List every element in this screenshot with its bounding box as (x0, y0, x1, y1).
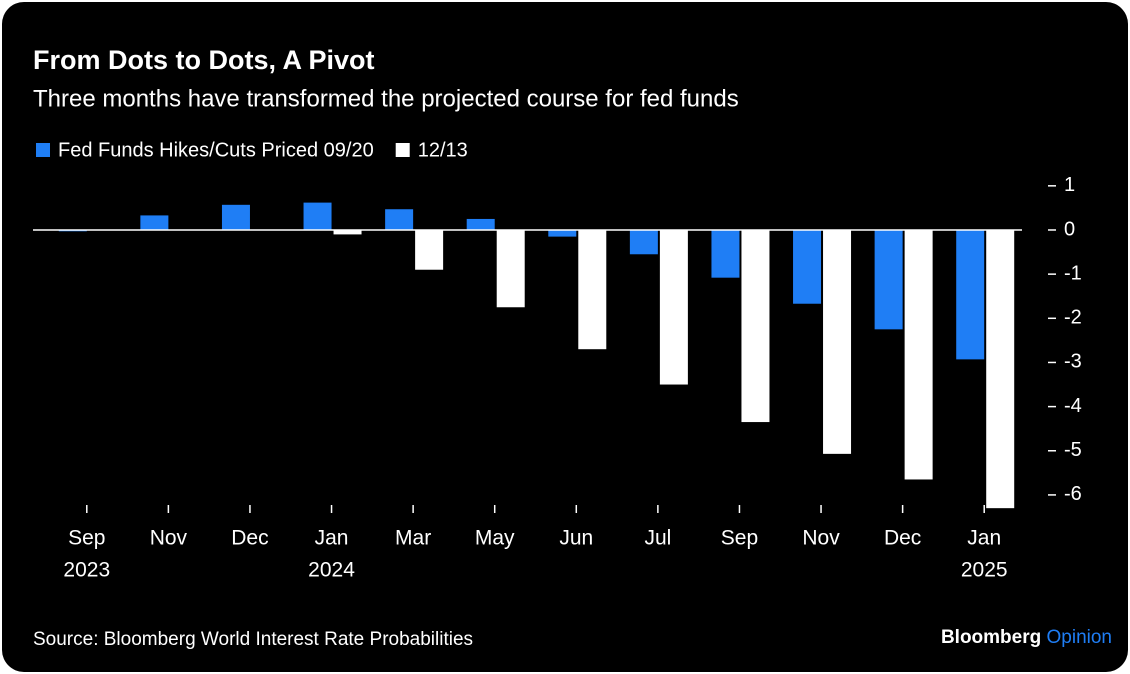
y-tick-label: 0 (1064, 218, 1075, 240)
bar (659, 229, 688, 385)
y-tick-label: -4 (1064, 395, 1082, 417)
y-tick-label: 1 (1064, 174, 1075, 196)
x-tick-label: Jan (967, 527, 1001, 550)
chart-subtitle: Three months have transformed the projec… (33, 85, 739, 112)
y-tick-label: -1 (1064, 262, 1082, 284)
y-tick-label: -6 (1064, 483, 1082, 505)
bar (874, 229, 903, 330)
bar (629, 229, 658, 255)
bar (823, 229, 852, 454)
legend-swatch (395, 143, 410, 157)
bar (140, 215, 169, 230)
x-year-label: 2023 (63, 559, 110, 582)
y-tick-label: -2 (1064, 307, 1082, 329)
bar (548, 229, 577, 237)
bar (741, 229, 770, 423)
legend-label: 12/13 (418, 139, 468, 161)
bar (303, 202, 332, 230)
x-tick-label: Dec (231, 527, 268, 550)
y-tick-label: -5 (1064, 439, 1082, 461)
x-tick-label: Jul (644, 527, 671, 550)
bar (904, 229, 933, 480)
legend-swatch (36, 143, 50, 157)
bar (956, 229, 985, 360)
brand: Bloomberg Opinion (941, 627, 1112, 648)
x-tick-label: Nov (150, 527, 188, 550)
x-year-label: 2024 (308, 559, 355, 582)
bar (986, 229, 1015, 509)
x-tick-label: Nov (802, 527, 840, 550)
bar (466, 218, 495, 230)
legend-label: Fed Funds Hikes/Cuts Priced 09/20 (58, 139, 374, 161)
bar (333, 229, 362, 235)
bar (496, 229, 525, 308)
bar (415, 229, 444, 270)
x-year-label: 2025 (961, 559, 1008, 582)
brand-suffix: Opinion (1047, 627, 1113, 648)
x-tick-label: Sep (721, 527, 758, 550)
x-tick-label: Mar (395, 527, 431, 550)
bar (711, 229, 740, 278)
bar (385, 209, 414, 230)
source: Source: Bloomberg World Interest Rate Pr… (33, 629, 473, 650)
x-tick-label: Jun (559, 527, 593, 550)
x-tick-label: May (475, 527, 515, 550)
bar (221, 204, 250, 230)
chart-title: From Dots to Dots, A Pivot (33, 45, 375, 75)
bar (578, 229, 607, 350)
y-tick-label: -3 (1064, 351, 1082, 373)
bar (793, 229, 822, 304)
x-tick-label: Dec (884, 527, 921, 550)
brand-name: Bloomberg (941, 627, 1041, 648)
x-tick-label: Jan (315, 527, 349, 550)
x-tick-label: Sep (68, 527, 105, 550)
